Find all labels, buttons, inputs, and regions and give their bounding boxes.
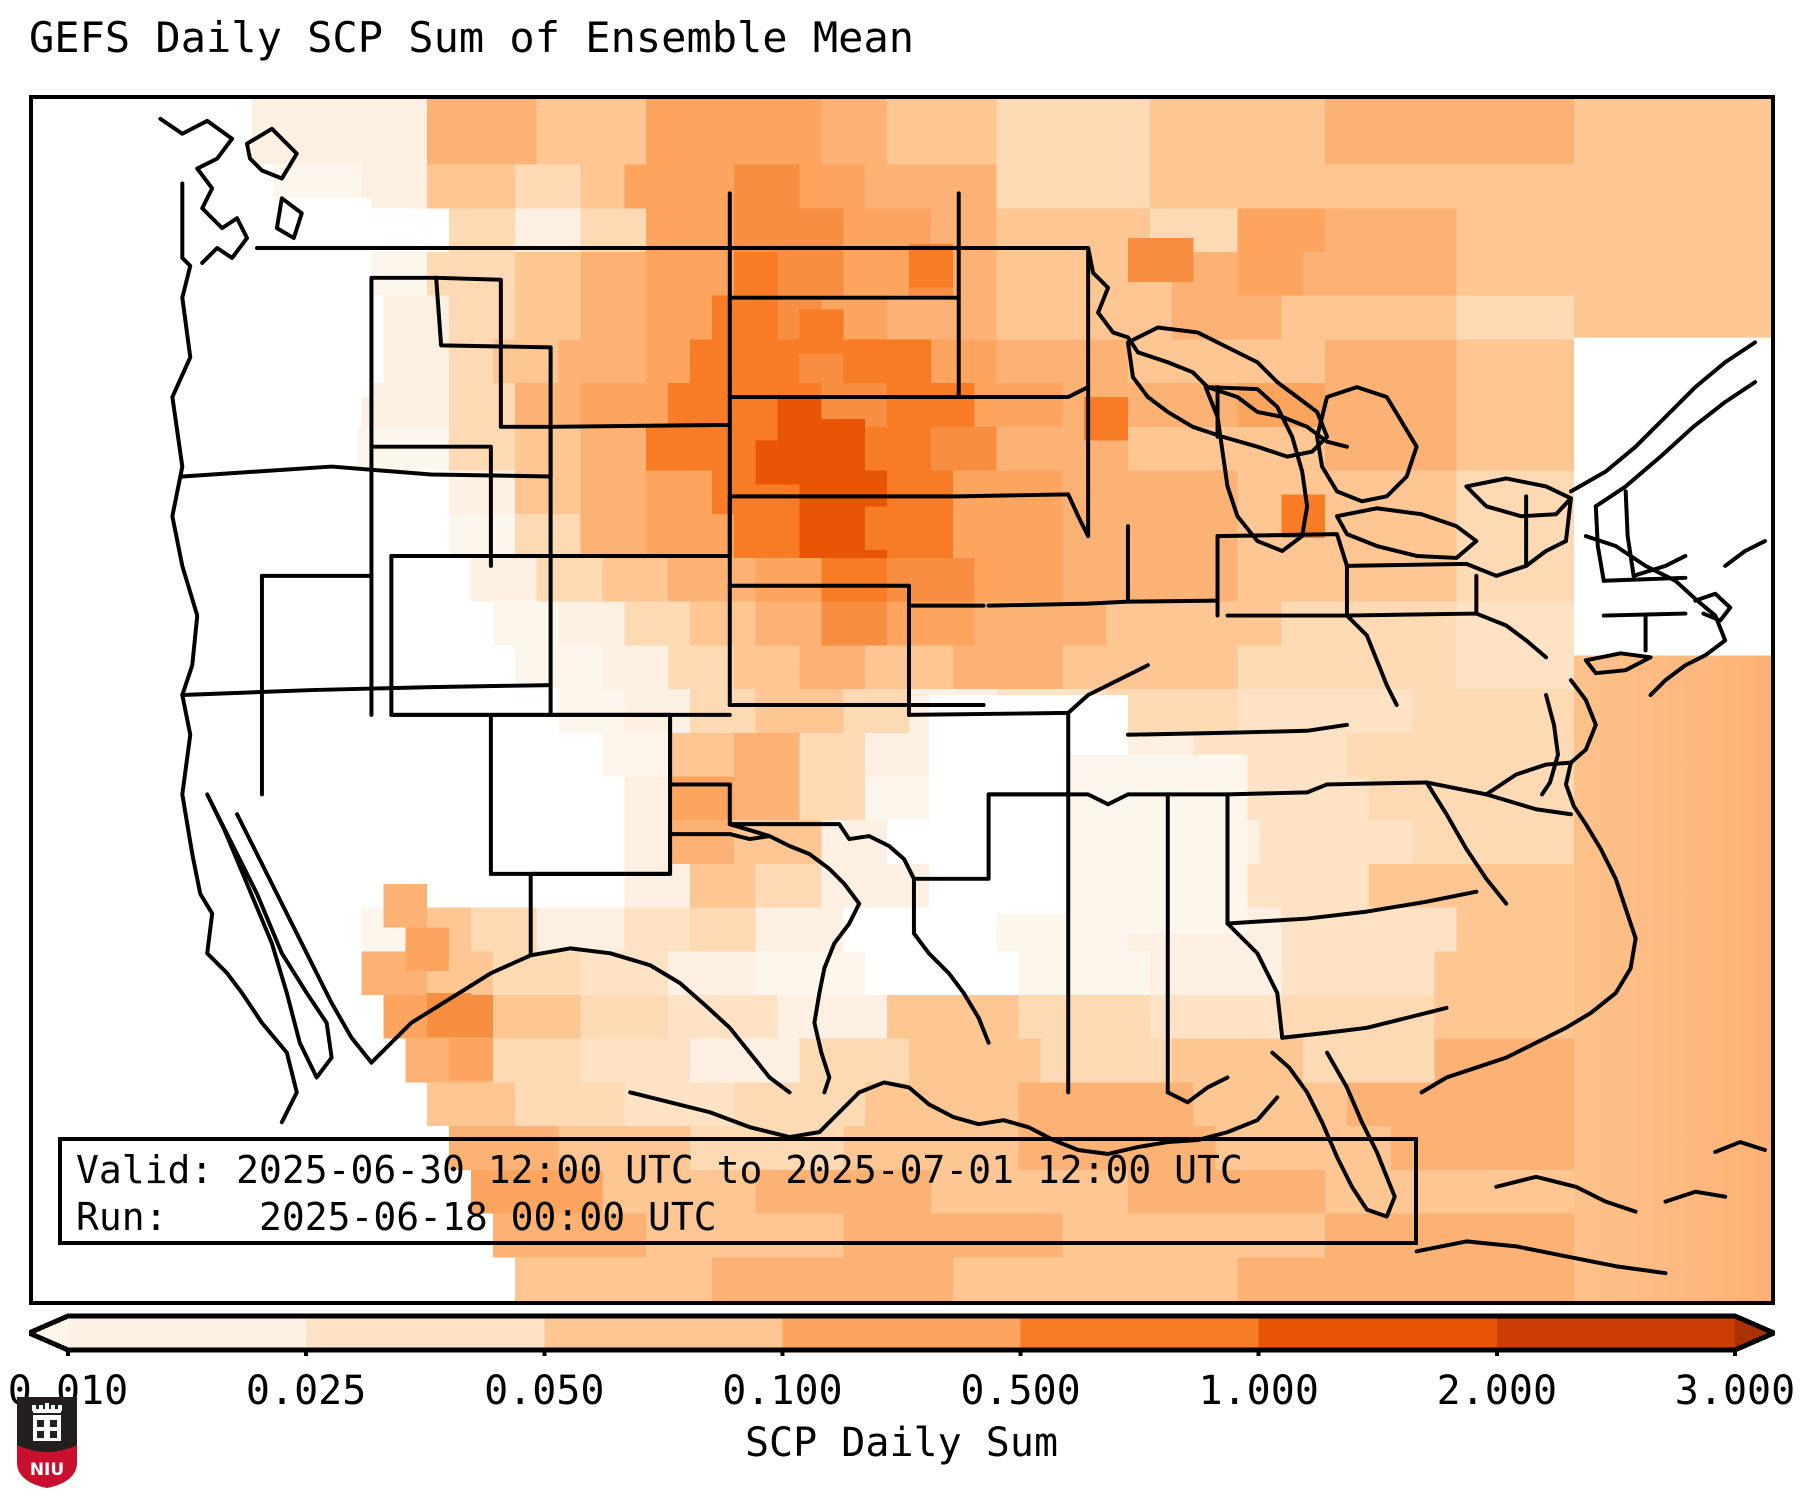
valid-time-line: Valid: 2025-06-30 12:00 UTC to 2025-07-0… <box>76 1148 1243 1192</box>
colorbar-band <box>544 1316 783 1350</box>
niu-logo-text: NIU <box>30 1460 64 1480</box>
forecast-info-box: Valid: 2025-06-30 12:00 UTC to 2025-07-0… <box>58 1137 1418 1245</box>
colorbar-band <box>1258 1316 1497 1350</box>
colorbar-extend-min <box>29 1316 68 1350</box>
map-panel[interactable] <box>29 95 1775 1305</box>
colorbar-tick-label: 2.000 <box>1436 1368 1558 1414</box>
colorbar-tick-label: 0.100 <box>722 1368 843 1414</box>
colorbar[interactable] <box>29 1310 1775 1356</box>
colorbar-band <box>1496 1316 1735 1350</box>
colorbar-band <box>68 1316 307 1350</box>
colorbar-band <box>306 1316 545 1350</box>
colorbar-band <box>782 1316 1021 1350</box>
colorbar-tick-label: 0.025 <box>245 1368 367 1414</box>
colorbar-tick-label: 3.000 <box>1674 1368 1796 1414</box>
colorbar-tick-label: 0.050 <box>484 1368 605 1414</box>
run-time-line: Run: 2025-06-18 00:00 UTC <box>76 1195 717 1239</box>
colorbar-extend-max <box>1735 1316 1774 1350</box>
colorbar-tick-label: 1.000 <box>1198 1368 1319 1414</box>
colorbar-band <box>1020 1316 1259 1350</box>
colorbar-axis-label: SCP Daily Sum <box>744 1420 1059 1466</box>
map-geography-overlay <box>158 116 1768 1276</box>
colorbar-tick-labels: 0.010 0.025 0.050 0.100 0.500 1.000 2.000 3.000 <box>0 1368 1803 1418</box>
niu-logo: NIU <box>17 1397 77 1488</box>
colorbar-tick-label: 0.500 <box>960 1368 1081 1414</box>
page-title: GEFS Daily SCP Sum of Ensemble Mean <box>29 13 915 62</box>
